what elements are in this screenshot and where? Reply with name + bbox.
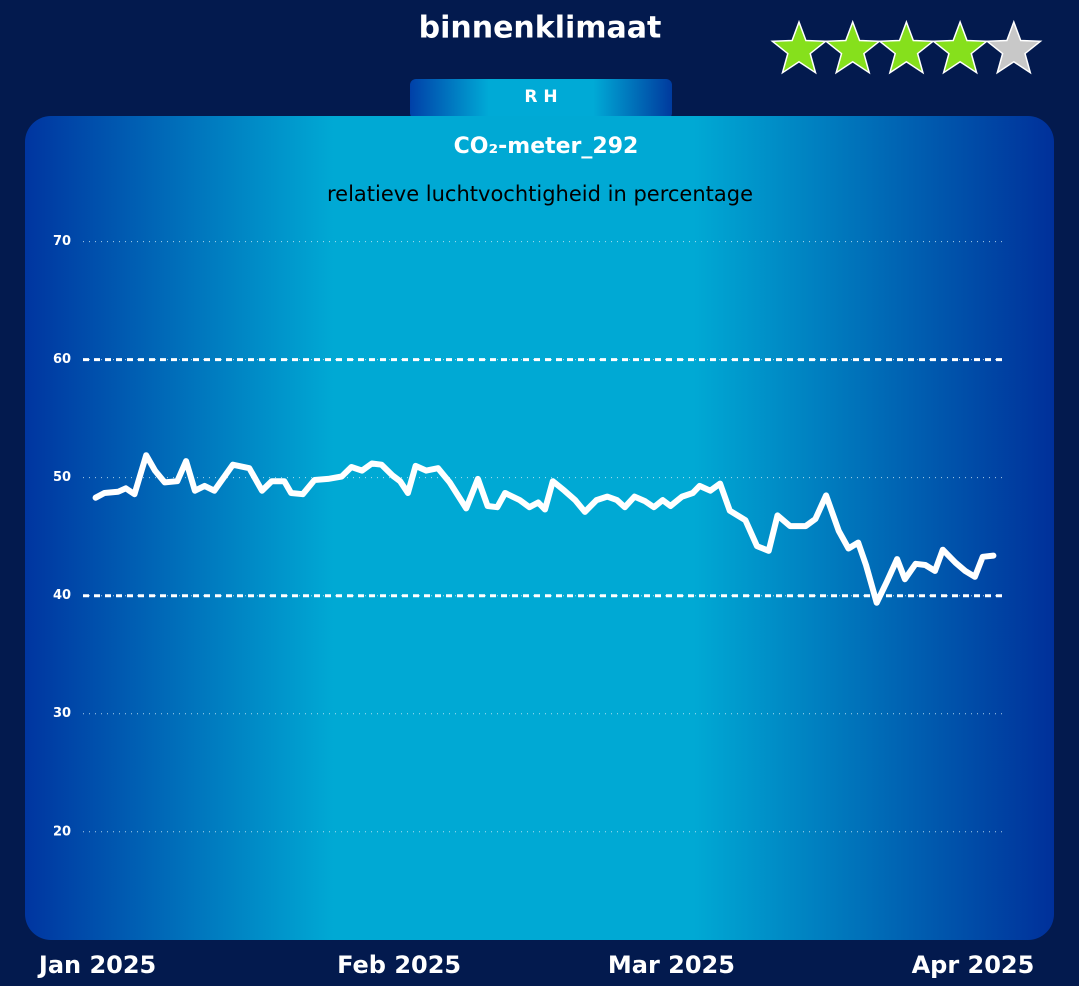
- y-tick-label: 20: [53, 824, 71, 839]
- tab[interactable]: [410, 79, 672, 119]
- y-tick-label: 40: [53, 588, 71, 603]
- rating: [770, 19, 1043, 75]
- y-tick-label: 30: [53, 706, 71, 721]
- star: [985, 19, 1043, 75]
- tab-label[interactable]: R H: [524, 87, 557, 107]
- chart-title: CO₂-meter_292: [454, 134, 639, 159]
- plot: 20 30 40 50 60 70 Jan 2025 Feb 2025 Mar 2025 Apr …: [37, 234, 1034, 979]
- star: [770, 19, 828, 75]
- page-title: binnenklimaat: [419, 11, 662, 46]
- y-tick-label: 70: [53, 234, 71, 249]
- y-tick-label: 50: [53, 470, 71, 485]
- star: [931, 19, 989, 75]
- x-tick-label: Jan 2025: [37, 951, 156, 979]
- chart-subtitle: relatieve luchtvochtigheid in percentage: [327, 182, 753, 206]
- chart-panel: [25, 116, 1054, 940]
- star: [824, 19, 882, 75]
- star: [877, 19, 936, 75]
- x-tick-label: Apr 2025: [912, 951, 1035, 979]
- x-tick-label: Mar 2025: [608, 951, 735, 979]
- data-line: [92, 452, 997, 606]
- y-tick-label: 60: [53, 352, 71, 367]
- x-tick-label: Feb 2025: [337, 951, 461, 979]
